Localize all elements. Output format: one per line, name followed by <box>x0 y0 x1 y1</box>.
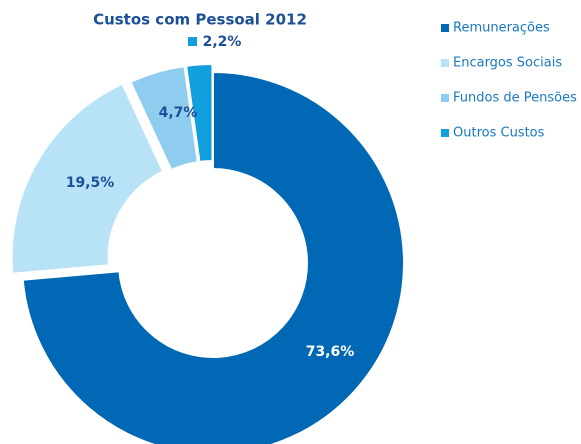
legend-swatch <box>441 59 449 67</box>
donut-slice <box>10 82 165 275</box>
donut-slice <box>21 70 405 444</box>
donut-slice <box>185 63 214 164</box>
legend-label: Encargos Sociais <box>453 56 562 71</box>
legend-swatch <box>441 129 449 137</box>
legend-swatch <box>441 94 449 102</box>
legend-label: Remunerações <box>453 21 550 36</box>
data-label: 19,5% <box>66 175 115 191</box>
data-label: 73,6% <box>306 344 355 360</box>
legend-swatch <box>441 24 449 32</box>
data-label: 2,2% <box>203 34 242 50</box>
legend-label: Outros Custos <box>453 126 545 141</box>
legend-label: Fundos de Pensões <box>453 91 577 106</box>
label-swatch <box>188 37 197 46</box>
data-label: 4,7% <box>159 105 198 121</box>
donut-slice <box>129 65 199 172</box>
chart-title: Custos com Pessoal 2012 <box>93 11 307 29</box>
